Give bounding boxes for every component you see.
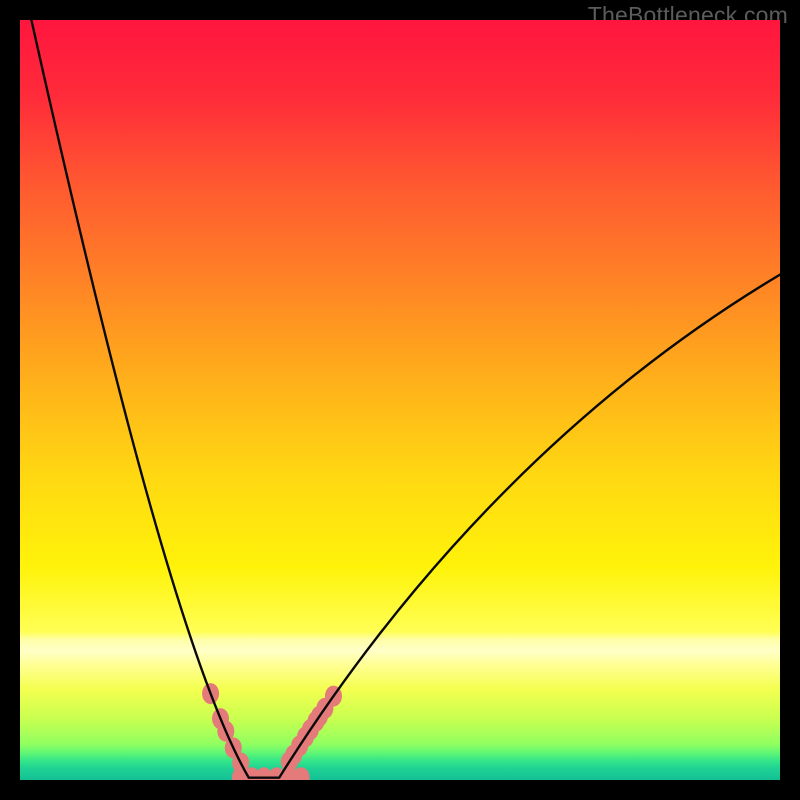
bottleneck-chart [20,20,780,780]
stage: TheBottleneck.com [0,0,800,800]
gradient-background [20,20,780,780]
